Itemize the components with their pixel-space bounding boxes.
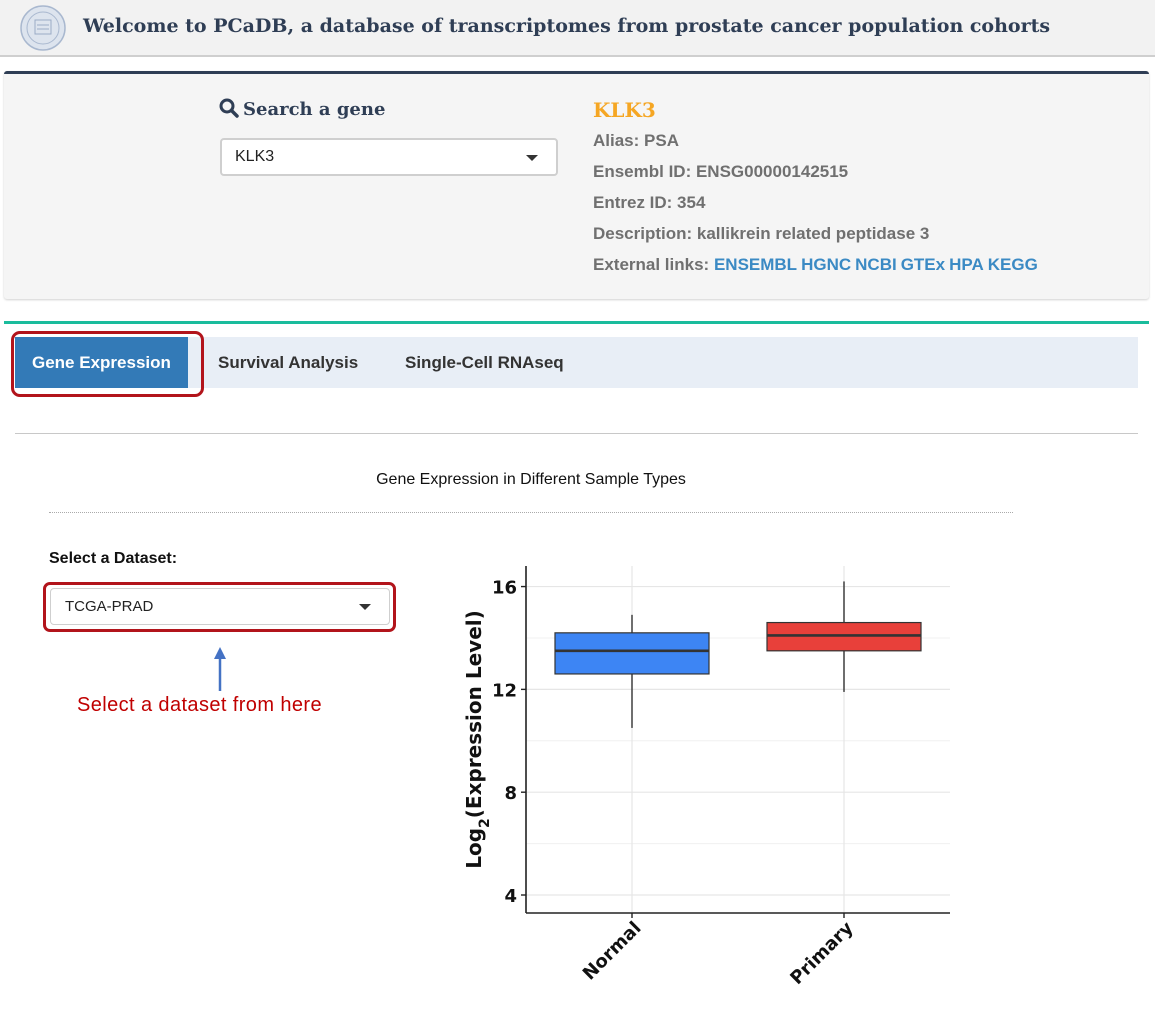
divider [15,433,1138,434]
university-seal-icon [20,5,66,51]
top-bar: Welcome to PCaDB, a database of transcri… [0,0,1155,57]
gene-entrez-id: Entrez ID: 354 [593,193,706,212]
dataset-select-value: TCGA-PRAD [65,598,154,615]
expression-boxplot: 4 8 12 16 Normal Primary Log2(Expression Level… [462,566,950,989]
gene-description: Description: kallikrein related peptidas… [593,224,930,243]
main-panel: Gene Expression Survival Analysis Single… [4,321,1149,1021]
site-title: Welcome to PCaDB, a database of transcri… [83,15,1051,37]
gene-select[interactable]: KLK3 [220,138,558,176]
tab-survival-analysis[interactable]: Survival Analysis [218,353,359,372]
box-normal [554,632,710,675]
search-label-text: Search a gene [243,99,386,120]
dotted-divider [49,512,1013,513]
external-links: External links: ENSEMBL HGNC NCBI GTEx HPA KE… [593,255,1042,275]
search-icon [219,98,239,118]
section-title: Gene Expression in Different Sample Type… [376,471,686,488]
link-kegg[interactable]: KEGG [987,255,1038,274]
tab-gene-expression[interactable]: Gene Expression [15,337,188,388]
y-axis-title: Log2(Expression Level) [462,610,493,869]
link-ensembl[interactable]: ENSEMBL [713,255,798,274]
gene-name: KLK3 [593,98,656,122]
annotation-text: Select a dataset from here [77,694,322,716]
y-tick-label: 12 [492,680,517,701]
link-hgnc[interactable]: HGNC [801,255,852,274]
arrow-up-icon [214,647,226,691]
link-hpa[interactable]: HPA [949,255,984,274]
dataset-select[interactable]: TCGA-PRAD [50,588,390,625]
gene-info-panel: Search a gene KLK3 KLK3 Alias: PSA Ensem… [4,71,1149,299]
y-tick-label: 4 [504,886,517,907]
gene-ensembl-id: Ensembl ID: ENSG00000142515 [593,162,849,181]
dataset-highlight-box [43,582,396,632]
y-tick-label: 8 [504,783,517,804]
chevron-down-icon [359,604,371,610]
external-links-label: External links: [593,255,710,274]
x-tick-label: Normal [579,918,646,985]
link-ncbi[interactable]: NCBI [855,255,897,274]
tab-highlight-box [11,331,204,397]
link-gtex[interactable]: GTEx [900,255,946,274]
search-label: Search a gene [219,98,385,120]
tab-single-cell-rnaseq[interactable]: Single-Cell RNAseq [405,353,564,372]
x-tick-label: Primary [786,918,857,989]
y-tick-label: 16 [492,578,517,599]
gene-alias: Alias: PSA [593,131,679,150]
gene-select-value: KLK3 [235,148,275,165]
chevron-down-icon [526,155,538,161]
dataset-label: Select a Dataset: [49,550,178,567]
